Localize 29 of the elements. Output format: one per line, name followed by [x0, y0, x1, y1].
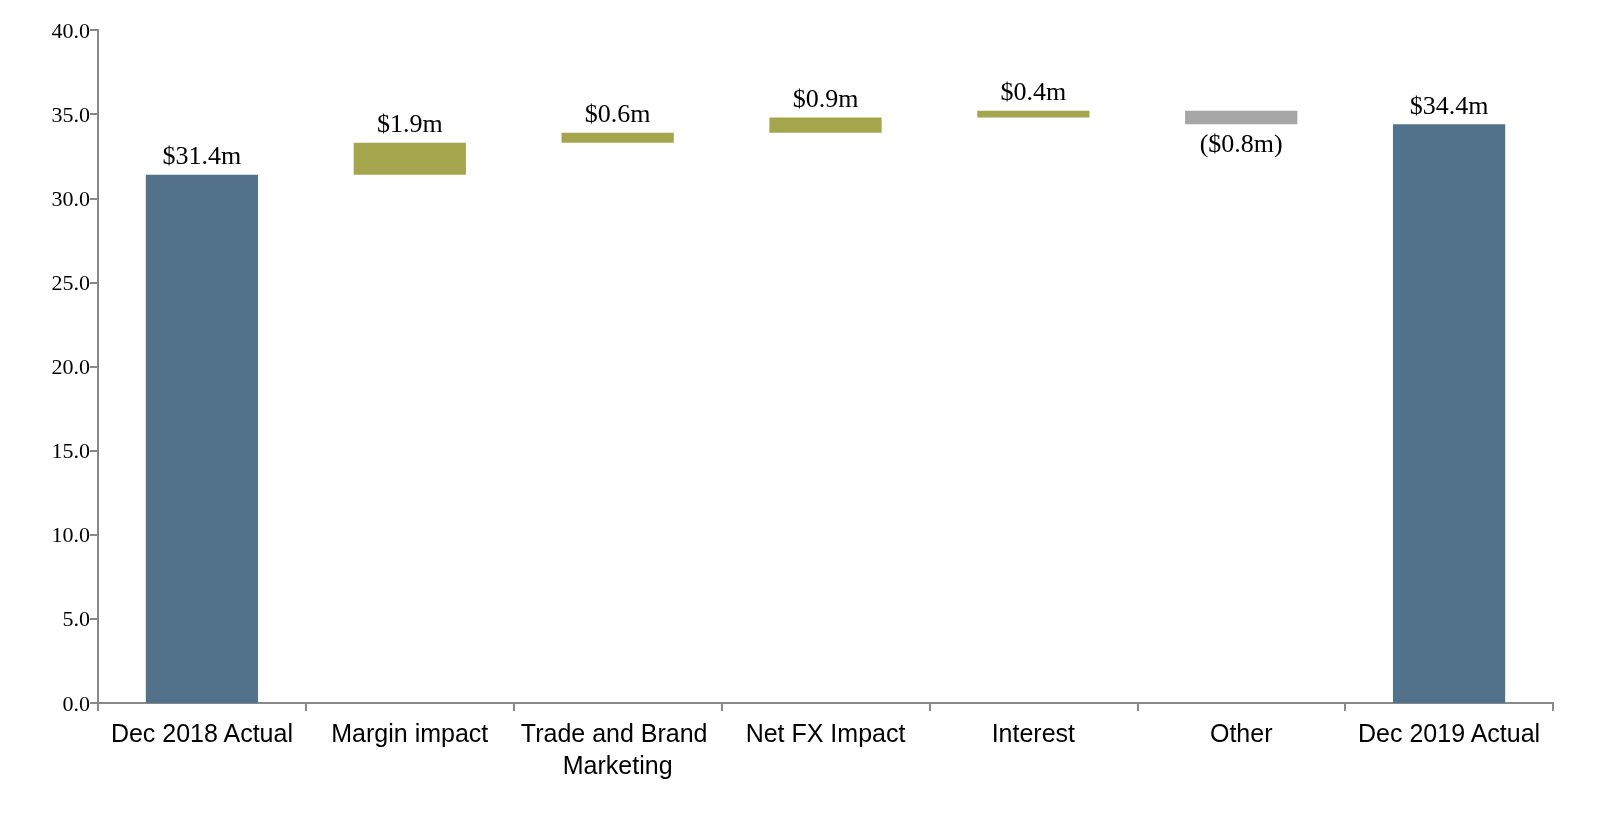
y-tick-label: 40.0 — [51, 17, 90, 43]
data-label: $0.6m — [584, 99, 651, 129]
data-label: $0.4m — [1000, 77, 1067, 107]
bar — [1185, 110, 1298, 125]
y-tick-label: 15.0 — [51, 438, 90, 464]
x-tick-label: Margin impact — [331, 719, 489, 747]
y-tick-label: 20.0 — [51, 354, 90, 379]
y-tick-label: 5.0 — [62, 606, 90, 632]
data-label: $0.9m — [792, 83, 859, 113]
y-tick-label: 30.0 — [51, 185, 90, 211]
y-tick-label: 0.0 — [62, 690, 90, 716]
data-label: $31.4m — [162, 141, 242, 171]
bar — [1392, 124, 1506, 703]
y-tick-label: 35.0 — [51, 101, 90, 127]
data-label: $34.4m — [1409, 90, 1489, 120]
bar — [145, 174, 259, 703]
y-tick-label: 10.0 — [51, 522, 90, 548]
bar — [561, 132, 674, 143]
x-tick-label: Other — [1209, 719, 1273, 747]
bar — [769, 117, 882, 133]
y-tick-label: 25.0 — [51, 269, 90, 295]
x-tick-label: Trade and Brand Marketing — [520, 719, 715, 779]
data-label: ($0.8m) — [1199, 128, 1283, 158]
x-tick-label: Dec 2019 Actual — [1358, 719, 1541, 747]
x-tick-label: Net FX Impact — [745, 719, 906, 747]
bar — [353, 142, 466, 175]
data-label: $1.9m — [376, 109, 443, 139]
x-tick-label: Dec 2018 Actual — [110, 719, 293, 747]
x-tick-label: Interest — [991, 719, 1076, 747]
